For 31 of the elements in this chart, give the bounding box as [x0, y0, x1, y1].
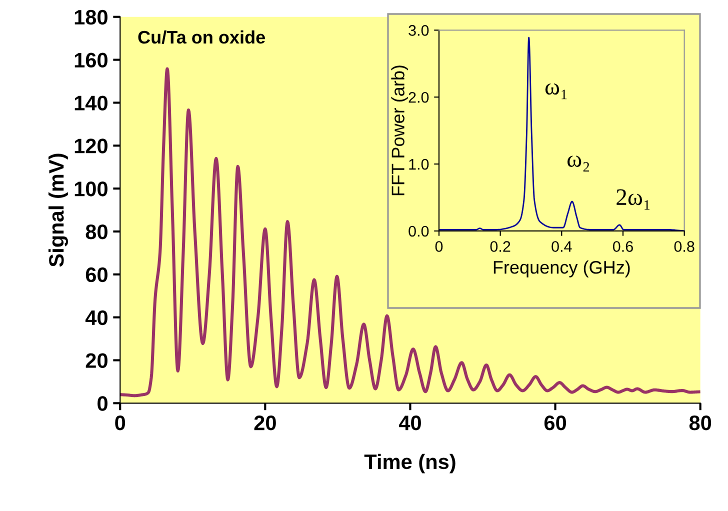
- y-tick-label: 2.0: [408, 92, 429, 103]
- x-tick-label: 80: [689, 416, 712, 430]
- y-tick-label: 40: [85, 310, 108, 326]
- y-tick-label: 0: [98, 396, 108, 411]
- y-tick-label: 20: [86, 353, 108, 368]
- y-tick-label: 140: [74, 96, 108, 110]
- annotation: ω₁: [545, 83, 567, 100]
- x-tick-label: 0.6: [612, 241, 633, 252]
- annotation: ω₂: [567, 156, 590, 172]
- annotation: 2ω₁: [616, 189, 650, 210]
- y-tick-label: 180: [74, 10, 108, 25]
- annotation: Cu/Ta on oxide: [138, 30, 265, 44]
- y-tick-label: 1.0: [409, 158, 429, 170]
- x-tick-label: 0.4: [552, 241, 572, 252]
- y-tick-label: 120: [74, 138, 108, 154]
- x-tick-label: 20: [254, 416, 276, 430]
- y-axis-title: Signal (mV): [48, 154, 68, 267]
- x-tick-label: 0.2: [490, 241, 510, 252]
- x-tick-label: 0: [435, 241, 443, 252]
- y-axis-title: FFT Power (arb): [391, 66, 408, 196]
- x-tick-label: 0: [115, 416, 126, 430]
- x-tick-label: 60: [544, 416, 566, 430]
- y-tick-label: 100: [74, 182, 108, 196]
- y-tick-label: 0.0: [408, 226, 429, 237]
- y-tick-label: 60: [86, 267, 108, 282]
- x-tick-label: 0.8: [674, 241, 694, 252]
- y-tick-label: 80: [86, 224, 108, 240]
- x-axis-title: Time (ns): [364, 454, 456, 474]
- y-tick-label: 160: [74, 52, 108, 68]
- x-axis-title: Frequency (GHz): [494, 260, 630, 278]
- y-tick-label: 3.0: [408, 25, 429, 36]
